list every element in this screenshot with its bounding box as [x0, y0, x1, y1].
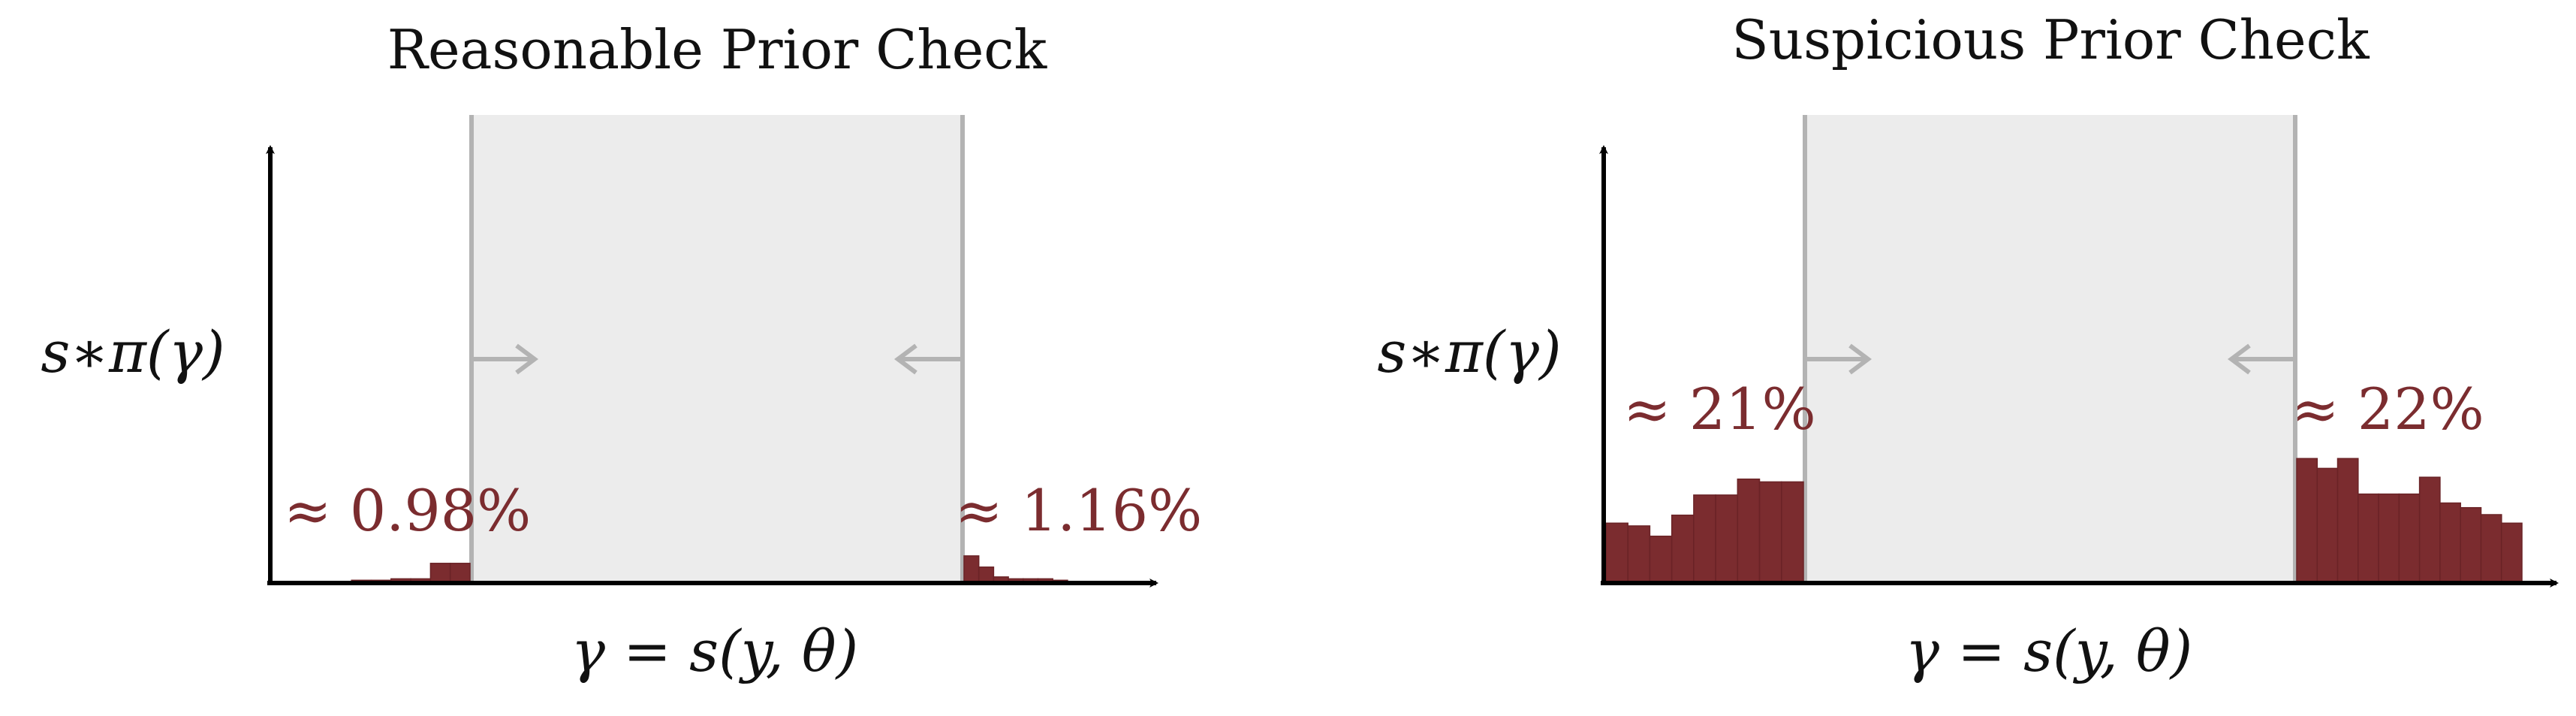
histogram-bar — [2439, 502, 2461, 584]
histogram-bar — [2316, 467, 2339, 584]
histogram-bar — [2378, 493, 2400, 584]
histogram-bar — [2336, 458, 2359, 584]
histogram-bar — [2296, 458, 2318, 584]
band-arrow-right — [472, 343, 538, 375]
left-tail-bars — [1605, 478, 1804, 584]
histogram-bar — [2460, 506, 2482, 584]
histogram-bar — [1671, 514, 1695, 584]
right-tail-percentage: ≈ 22% — [2291, 376, 2484, 443]
x-axis-label: γ = s(y, θ) — [571, 618, 859, 684]
histogram-bar — [1649, 535, 1673, 584]
shaded-band — [472, 115, 963, 583]
y-axis-label: s∗π(γ) — [41, 319, 224, 385]
x-axis-label: γ = s(y, θ) — [1906, 618, 2193, 684]
right-tail-percentage: ≈ 1.16% — [955, 477, 1202, 544]
histogram-bar — [1627, 525, 1651, 584]
left-tail-percentage: ≈ 0.98% — [284, 477, 531, 544]
histogram-bar — [1715, 494, 1739, 584]
left-tail-bars — [351, 563, 471, 584]
y-axis-label: s∗π(γ) — [1377, 319, 1561, 385]
histogram-bar — [963, 555, 980, 584]
histogram-bar — [2480, 514, 2502, 584]
panel-suspicious-prior-check: Suspicious Prior Check s∗π(γ) γ = s(y, θ… — [1377, 8, 2559, 684]
right-tail-bars — [963, 555, 1068, 584]
band-arrow-right — [1805, 343, 1872, 375]
left-tail-percentage: ≈ 21% — [1623, 376, 1816, 443]
histogram-bar — [449, 563, 471, 584]
panel-title: Reasonable Prior Check — [387, 18, 1048, 81]
histogram-bar — [2358, 493, 2379, 584]
histogram-bar — [429, 563, 451, 584]
histogram-bar — [2500, 522, 2523, 584]
histogram-bar — [2398, 493, 2421, 584]
histogram-bar — [1758, 481, 1782, 584]
panel-title: Suspicious Prior Check — [1731, 8, 2370, 71]
histogram-bar — [978, 566, 995, 584]
panel-reasonable-prior-check: Reasonable Prior Check s∗π(γ) γ = s(y, θ… — [41, 18, 1202, 684]
right-tail-bars — [2296, 458, 2523, 584]
histogram-bar — [1605, 522, 1628, 584]
histogram-bar — [1781, 481, 1804, 584]
band-arrow-left — [2228, 343, 2295, 375]
shaded-band — [1805, 115, 2295, 583]
histogram-bar — [1737, 478, 1761, 584]
histogram-bar — [1693, 494, 1716, 584]
histogram-bar — [2418, 476, 2441, 584]
band-arrow-left — [894, 343, 963, 375]
